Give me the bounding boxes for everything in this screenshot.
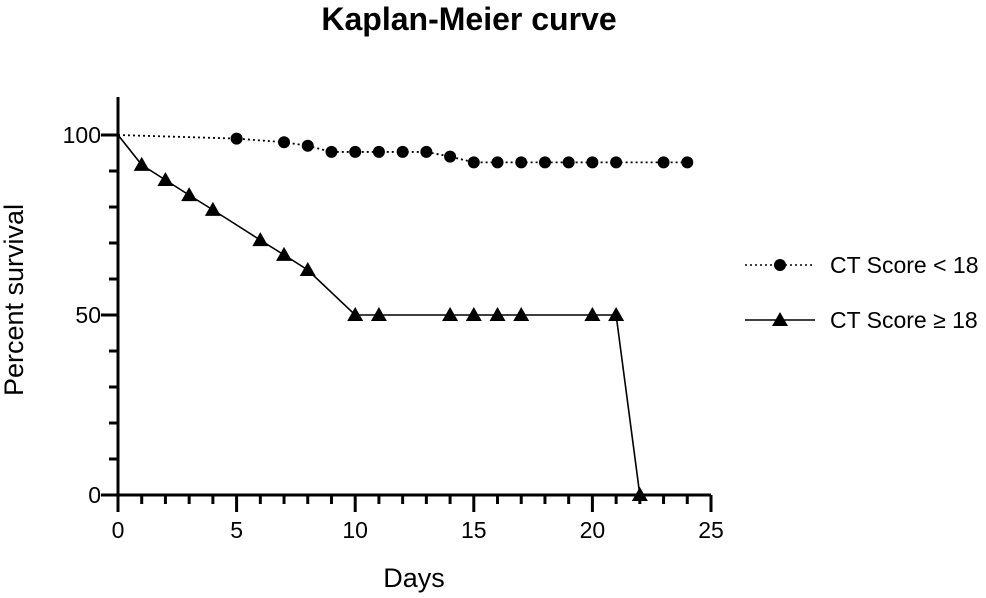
plot-area [117,132,694,501]
axes: 0 5 10 15 20 25 0 50 100 [63,97,724,543]
data-point-ct-score-below-18 [301,139,314,152]
data-point-ct-score-below-18 [325,145,338,158]
data-point-ct-score-below-18 [230,132,243,145]
data-point-ct-score-18-plus [276,246,293,261]
x-tick-label: 0 [112,517,125,543]
data-point-ct-score-18-plus [299,262,316,276]
data-point-ct-score-18-plus [133,156,150,171]
x-axis-label: Days [383,563,445,593]
legend-item-ct-score-below-18: CT Score < 18 [745,252,979,278]
data-point-ct-score-18-plus [465,307,482,321]
y-tick-label: 50 [75,302,101,328]
data-point-ct-score-18-plus [204,201,221,216]
data-point-ct-score-below-18 [396,145,409,158]
data-point-ct-score-18-plus [181,187,198,202]
y-axis-label: Percent survival [0,204,29,396]
data-point-ct-score-18-plus [157,172,174,186]
legend-label-ct-score-below-18: CT Score < 18 [830,252,979,278]
series-ct-score-below-18 [117,132,694,169]
data-point-ct-score-below-18 [681,156,694,169]
data-point-ct-score-below-18 [586,156,599,169]
legend: CT Score < 18 CT Score ≥ 18 [745,252,979,333]
y-tick-label: 100 [63,122,101,148]
data-point-ct-score-below-18 [610,156,623,169]
data-point-ct-score-18-plus [513,307,530,321]
data-point-ct-score-below-18 [467,156,480,169]
data-point-ct-score-18-plus [252,232,269,247]
data-point-ct-score-below-18 [278,136,291,149]
data-point-ct-score-below-18 [657,156,670,169]
x-tick-label: 25 [698,517,724,543]
data-point-ct-score-18-plus [608,307,625,321]
data-point-ct-score-below-18 [538,156,551,169]
legend-marker-ct-score-below-18 [774,259,786,271]
data-point-ct-score-18-plus [489,307,506,321]
data-point-ct-score-18-plus [370,307,387,321]
data-point-ct-score-18-plus [584,307,601,321]
legend-label-ct-score-18-plus: CT Score ≥ 18 [830,307,978,333]
data-point-ct-score-below-18 [349,145,362,158]
data-point-ct-score-below-18 [444,150,457,163]
legend-marker-ct-score-18-plus [772,312,788,326]
x-tick-label: 10 [342,517,368,543]
series-ct-score-18-plus [117,134,648,501]
data-point-ct-score-below-18 [491,156,504,169]
data-point-ct-score-below-18 [515,156,528,169]
x-tick-label: 20 [580,517,606,543]
x-tick-label: 15 [461,517,487,543]
y-tick-label: 0 [88,482,101,508]
legend-item-ct-score-18-plus: CT Score ≥ 18 [745,307,978,333]
data-point-ct-score-18-plus [347,307,364,321]
chart-title: Kaplan-Meier curve [321,1,616,37]
data-point-ct-score-below-18 [420,145,433,158]
data-point-ct-score-below-18 [372,145,385,158]
data-point-ct-score-18-plus [442,307,459,321]
data-point-ct-score-below-18 [562,156,575,169]
x-tick-label: 5 [230,517,243,543]
